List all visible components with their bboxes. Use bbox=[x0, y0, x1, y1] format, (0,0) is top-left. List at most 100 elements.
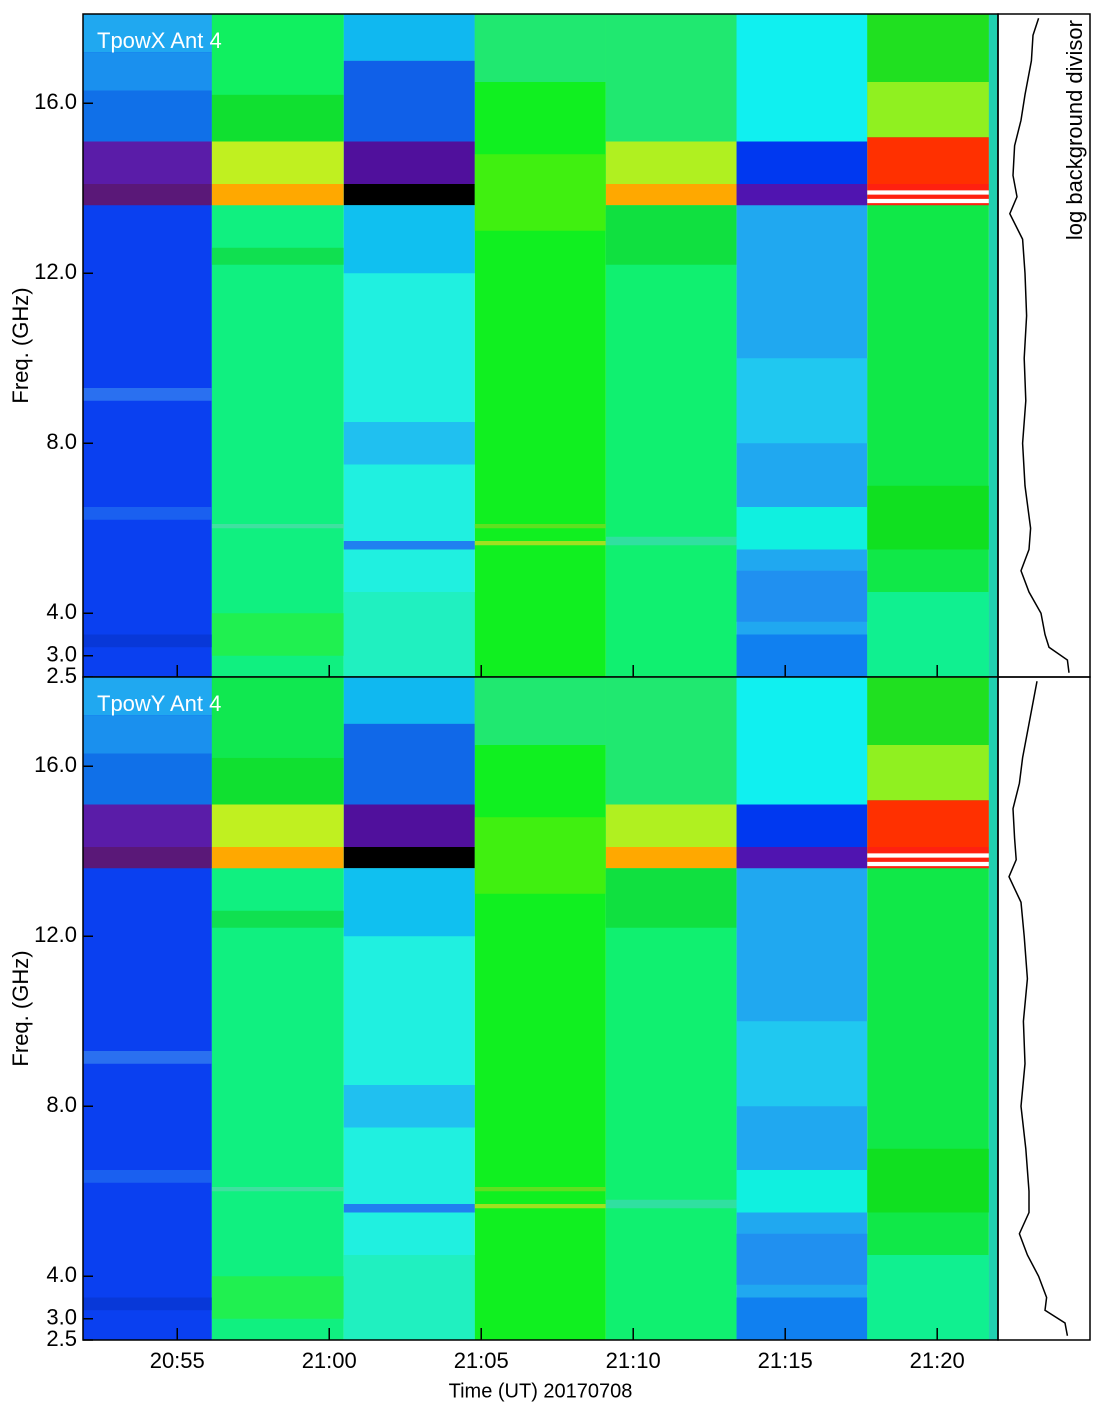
freq-band bbox=[83, 634, 212, 648]
y-tick-label: 3.0 bbox=[46, 642, 77, 667]
freq-band bbox=[867, 677, 989, 745]
freq-band bbox=[605, 847, 737, 869]
scan-block bbox=[988, 14, 998, 677]
freq-band bbox=[867, 861, 989, 867]
heatmap bbox=[83, 14, 998, 677]
freq-band bbox=[211, 14, 344, 95]
y-tick-label: 2.5 bbox=[46, 1326, 77, 1351]
freq-band bbox=[83, 388, 212, 401]
freq-band bbox=[605, 868, 737, 928]
freq-band bbox=[343, 1255, 475, 1340]
freq-band bbox=[343, 205, 475, 274]
freq-band bbox=[474, 677, 606, 745]
freq-band bbox=[211, 247, 344, 265]
freq-band bbox=[343, 677, 475, 724]
freq-band bbox=[343, 804, 475, 847]
y-tick-label: 4.0 bbox=[46, 1262, 77, 1287]
freq-band bbox=[211, 1187, 344, 1192]
freq-band bbox=[605, 141, 737, 184]
freq-band bbox=[211, 1276, 344, 1319]
freq-band bbox=[343, 184, 475, 206]
x-tick-label: 21:05 bbox=[454, 1348, 509, 1373]
freq-band bbox=[605, 14, 737, 142]
freq-band bbox=[83, 184, 212, 206]
freq-band bbox=[83, 804, 212, 847]
scan-block bbox=[988, 677, 998, 1340]
freq-band bbox=[83, 715, 212, 754]
freq-band bbox=[736, 570, 868, 622]
freq-band bbox=[605, 536, 737, 546]
freq-band bbox=[83, 677, 212, 716]
freq-band bbox=[736, 677, 868, 805]
freq-band bbox=[736, 634, 868, 677]
freq-band bbox=[867, 485, 989, 550]
y-tick-label: 16.0 bbox=[34, 752, 77, 777]
freq-band bbox=[474, 817, 606, 894]
freq-band bbox=[211, 184, 344, 206]
freq-band bbox=[867, 137, 989, 184]
freq-band bbox=[736, 184, 868, 206]
freq-band bbox=[605, 205, 737, 265]
panel-title: TpowY Ant 4 bbox=[97, 691, 221, 716]
heatmap bbox=[83, 677, 998, 1340]
freq-band bbox=[211, 677, 344, 758]
freq-band bbox=[343, 60, 475, 142]
freq-band bbox=[736, 14, 868, 142]
freq-band bbox=[474, 524, 606, 529]
freq-band bbox=[867, 1148, 989, 1213]
y-tick-label: 3.0 bbox=[46, 1305, 77, 1330]
freq-band bbox=[605, 804, 737, 847]
freq-band bbox=[83, 1051, 212, 1064]
freq-band bbox=[736, 804, 868, 847]
freq-band bbox=[343, 1085, 475, 1128]
freq-band bbox=[736, 1170, 868, 1213]
freq-band bbox=[343, 541, 475, 550]
freq-band bbox=[211, 141, 344, 184]
freq-band bbox=[211, 94, 344, 142]
freq-band bbox=[474, 154, 606, 231]
freq-band bbox=[867, 745, 989, 801]
freq-band bbox=[83, 14, 212, 53]
side-label: log background divisor bbox=[1062, 20, 1087, 240]
freq-band bbox=[211, 613, 344, 656]
y-tick-label: 16.0 bbox=[34, 89, 77, 114]
freq-band bbox=[736, 1021, 868, 1107]
freq-band bbox=[83, 1170, 212, 1183]
freq-band bbox=[605, 1199, 737, 1209]
freq-band bbox=[83, 1297, 212, 1311]
freq-band bbox=[343, 592, 475, 677]
freq-band bbox=[83, 90, 212, 142]
y-tick-label: 12.0 bbox=[34, 259, 77, 284]
y-axis-label: Freq. (GHz) bbox=[8, 950, 33, 1066]
y-tick-label: 8.0 bbox=[46, 429, 77, 454]
freq-band bbox=[474, 14, 606, 82]
freq-band bbox=[736, 141, 868, 184]
scan-block bbox=[474, 677, 606, 1340]
freq-band bbox=[211, 804, 344, 847]
scan-block bbox=[474, 14, 606, 677]
freq-band bbox=[343, 723, 475, 805]
freq-band bbox=[736, 507, 868, 550]
freq-band bbox=[867, 853, 989, 858]
y-tick-label: 12.0 bbox=[34, 922, 77, 947]
freq-band bbox=[474, 1204, 606, 1209]
freq-band bbox=[474, 541, 606, 546]
freq-band bbox=[605, 184, 737, 206]
y-axis-label: Freq. (GHz) bbox=[8, 287, 33, 403]
freq-band bbox=[867, 198, 989, 204]
background-curve bbox=[1008, 681, 1069, 1336]
freq-band bbox=[867, 592, 989, 677]
freq-band bbox=[343, 868, 475, 937]
freq-band bbox=[736, 847, 868, 869]
freq-band bbox=[211, 910, 344, 928]
freq-band bbox=[83, 753, 212, 805]
freq-band bbox=[343, 1204, 475, 1213]
freq-band bbox=[736, 1233, 868, 1285]
x-tick-label: 20:55 bbox=[150, 1348, 205, 1373]
freq-band bbox=[211, 524, 344, 529]
freq-band bbox=[83, 507, 212, 520]
freq-band bbox=[343, 847, 475, 869]
y-tick-label: 4.0 bbox=[46, 599, 77, 624]
freq-band bbox=[605, 677, 737, 805]
